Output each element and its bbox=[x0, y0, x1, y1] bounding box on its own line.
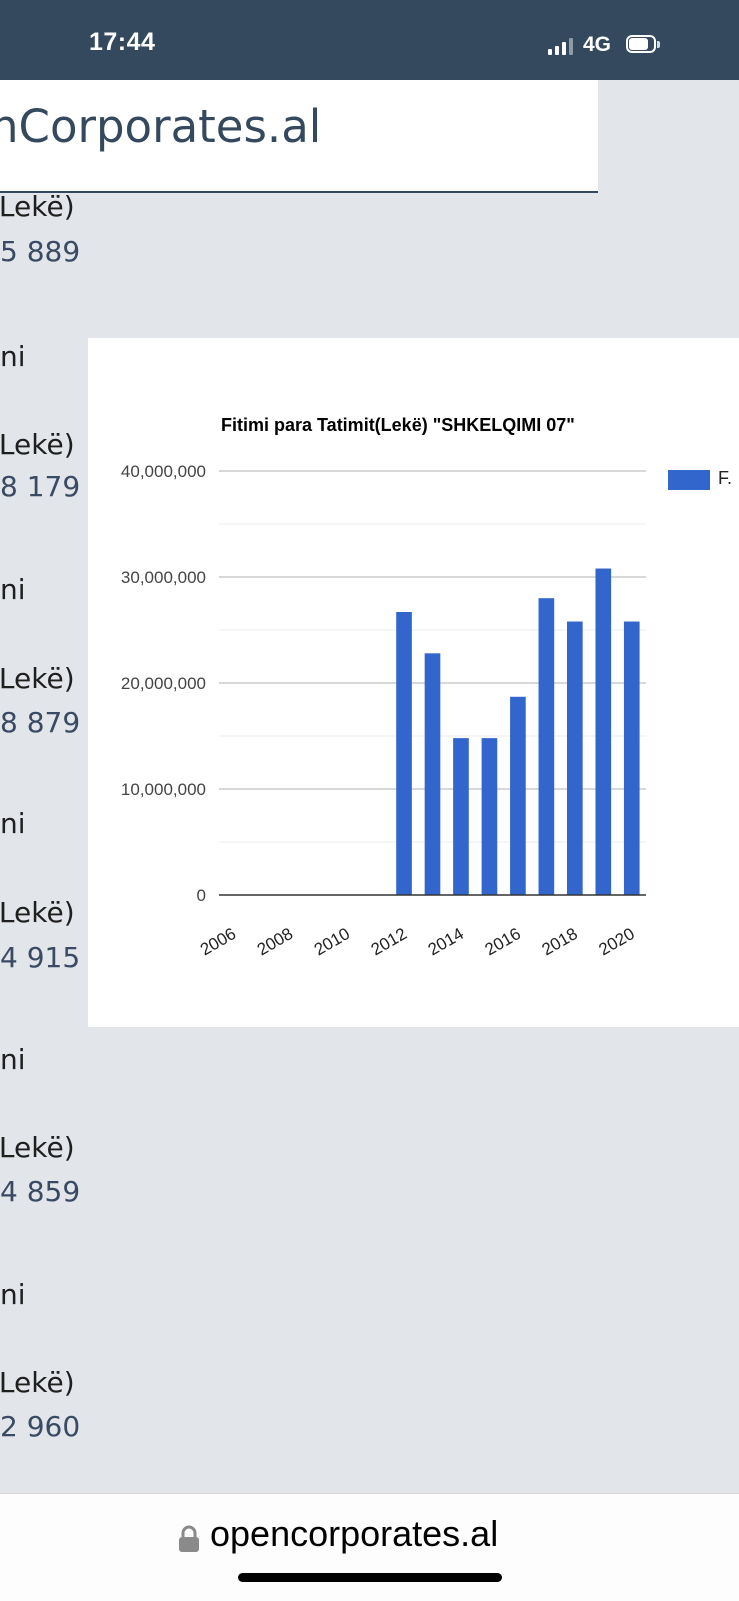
y-tick-label: 0 bbox=[197, 886, 206, 905]
bar bbox=[623, 621, 640, 895]
list-value: 4 915 bbox=[0, 941, 81, 974]
list-label: (Lekë) bbox=[0, 1366, 75, 1399]
site-header: nCorporates.al bbox=[0, 80, 598, 193]
status-time: 17:44 bbox=[89, 28, 156, 56]
list-label: ni bbox=[0, 1278, 26, 1311]
x-tick-label: 2020 bbox=[596, 924, 638, 959]
list-value: 8 879 bbox=[0, 706, 81, 739]
list-label: ni bbox=[0, 340, 26, 373]
list-value: 5 889 bbox=[0, 235, 81, 268]
x-tick-label: 2012 bbox=[368, 924, 410, 959]
list-value: 4 859 bbox=[0, 1175, 81, 1208]
list-label: (Lekë) bbox=[0, 896, 75, 929]
list-value: 8 179 bbox=[0, 470, 81, 503]
legend-swatch bbox=[668, 470, 710, 490]
home-indicator[interactable] bbox=[238, 1573, 502, 1582]
chart-title: Fitimi para Tatimit(Lekë) "SHKELQIMI 07" bbox=[221, 415, 575, 435]
legend-label: F. bbox=[718, 468, 733, 488]
x-tick-label: 2018 bbox=[539, 924, 581, 959]
list-label: (Lekë) bbox=[0, 190, 75, 223]
bar-chart: 0 10,000,000 20,000,000 30,000,000 40,000,00… bbox=[121, 462, 646, 959]
y-tick-label: 30,000,000 bbox=[121, 568, 206, 587]
bar bbox=[396, 611, 412, 895]
list-label: ni bbox=[0, 573, 26, 606]
bar bbox=[481, 738, 498, 895]
x-tick-label: 2006 bbox=[197, 924, 239, 959]
x-tick-label: 2010 bbox=[311, 924, 353, 959]
battery-icon bbox=[626, 35, 660, 55]
profit-chart-card: Fitimi para Tatimit(Lekë) "SHKELQIMI 07"… bbox=[88, 338, 739, 1027]
x-tick-label: 2016 bbox=[482, 924, 524, 959]
y-tick-label: 20,000,000 bbox=[121, 674, 206, 693]
list-value: 2 960 bbox=[0, 1410, 81, 1443]
list-label: (Lekë) bbox=[0, 1131, 75, 1164]
bar bbox=[595, 568, 612, 895]
lock-icon bbox=[179, 1525, 199, 1552]
bar bbox=[538, 598, 555, 895]
browser-address-bar[interactable]: opencorporates.al bbox=[0, 1493, 739, 1601]
list-label: (Lekë) bbox=[0, 428, 75, 461]
list-label: ni bbox=[0, 807, 26, 840]
y-tick-label: 40,000,000 bbox=[121, 462, 206, 481]
bar bbox=[424, 653, 441, 895]
list-label: ni bbox=[0, 1043, 26, 1076]
bar bbox=[453, 738, 469, 895]
bar bbox=[567, 621, 583, 895]
status-bar: 17:44 4G bbox=[0, 0, 739, 80]
financial-list: (Lekë) 5 889 ni (Lekë) 8 179 ni (Lekë) 8… bbox=[0, 0, 86, 1600]
list-label: (Lekë) bbox=[0, 662, 75, 695]
site-logo-text[interactable]: nCorporates.al bbox=[0, 100, 322, 153]
url-text: opencorporates.al bbox=[210, 1513, 499, 1554]
x-tick-label: 2014 bbox=[425, 924, 467, 959]
bar bbox=[510, 696, 526, 895]
y-tick-label: 10,000,000 bbox=[121, 780, 206, 799]
network-type: 4G bbox=[583, 33, 612, 56]
x-tick-label: 2008 bbox=[254, 924, 296, 959]
signal-strength-icon bbox=[548, 37, 574, 55]
